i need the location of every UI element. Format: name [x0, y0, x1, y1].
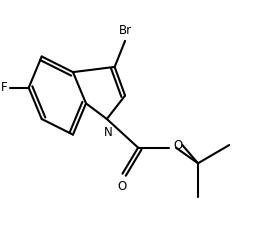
Text: N: N	[104, 125, 113, 139]
Text: Br: Br	[119, 24, 132, 37]
Text: O: O	[118, 180, 127, 193]
Text: O: O	[173, 139, 183, 152]
Text: F: F	[1, 81, 8, 94]
